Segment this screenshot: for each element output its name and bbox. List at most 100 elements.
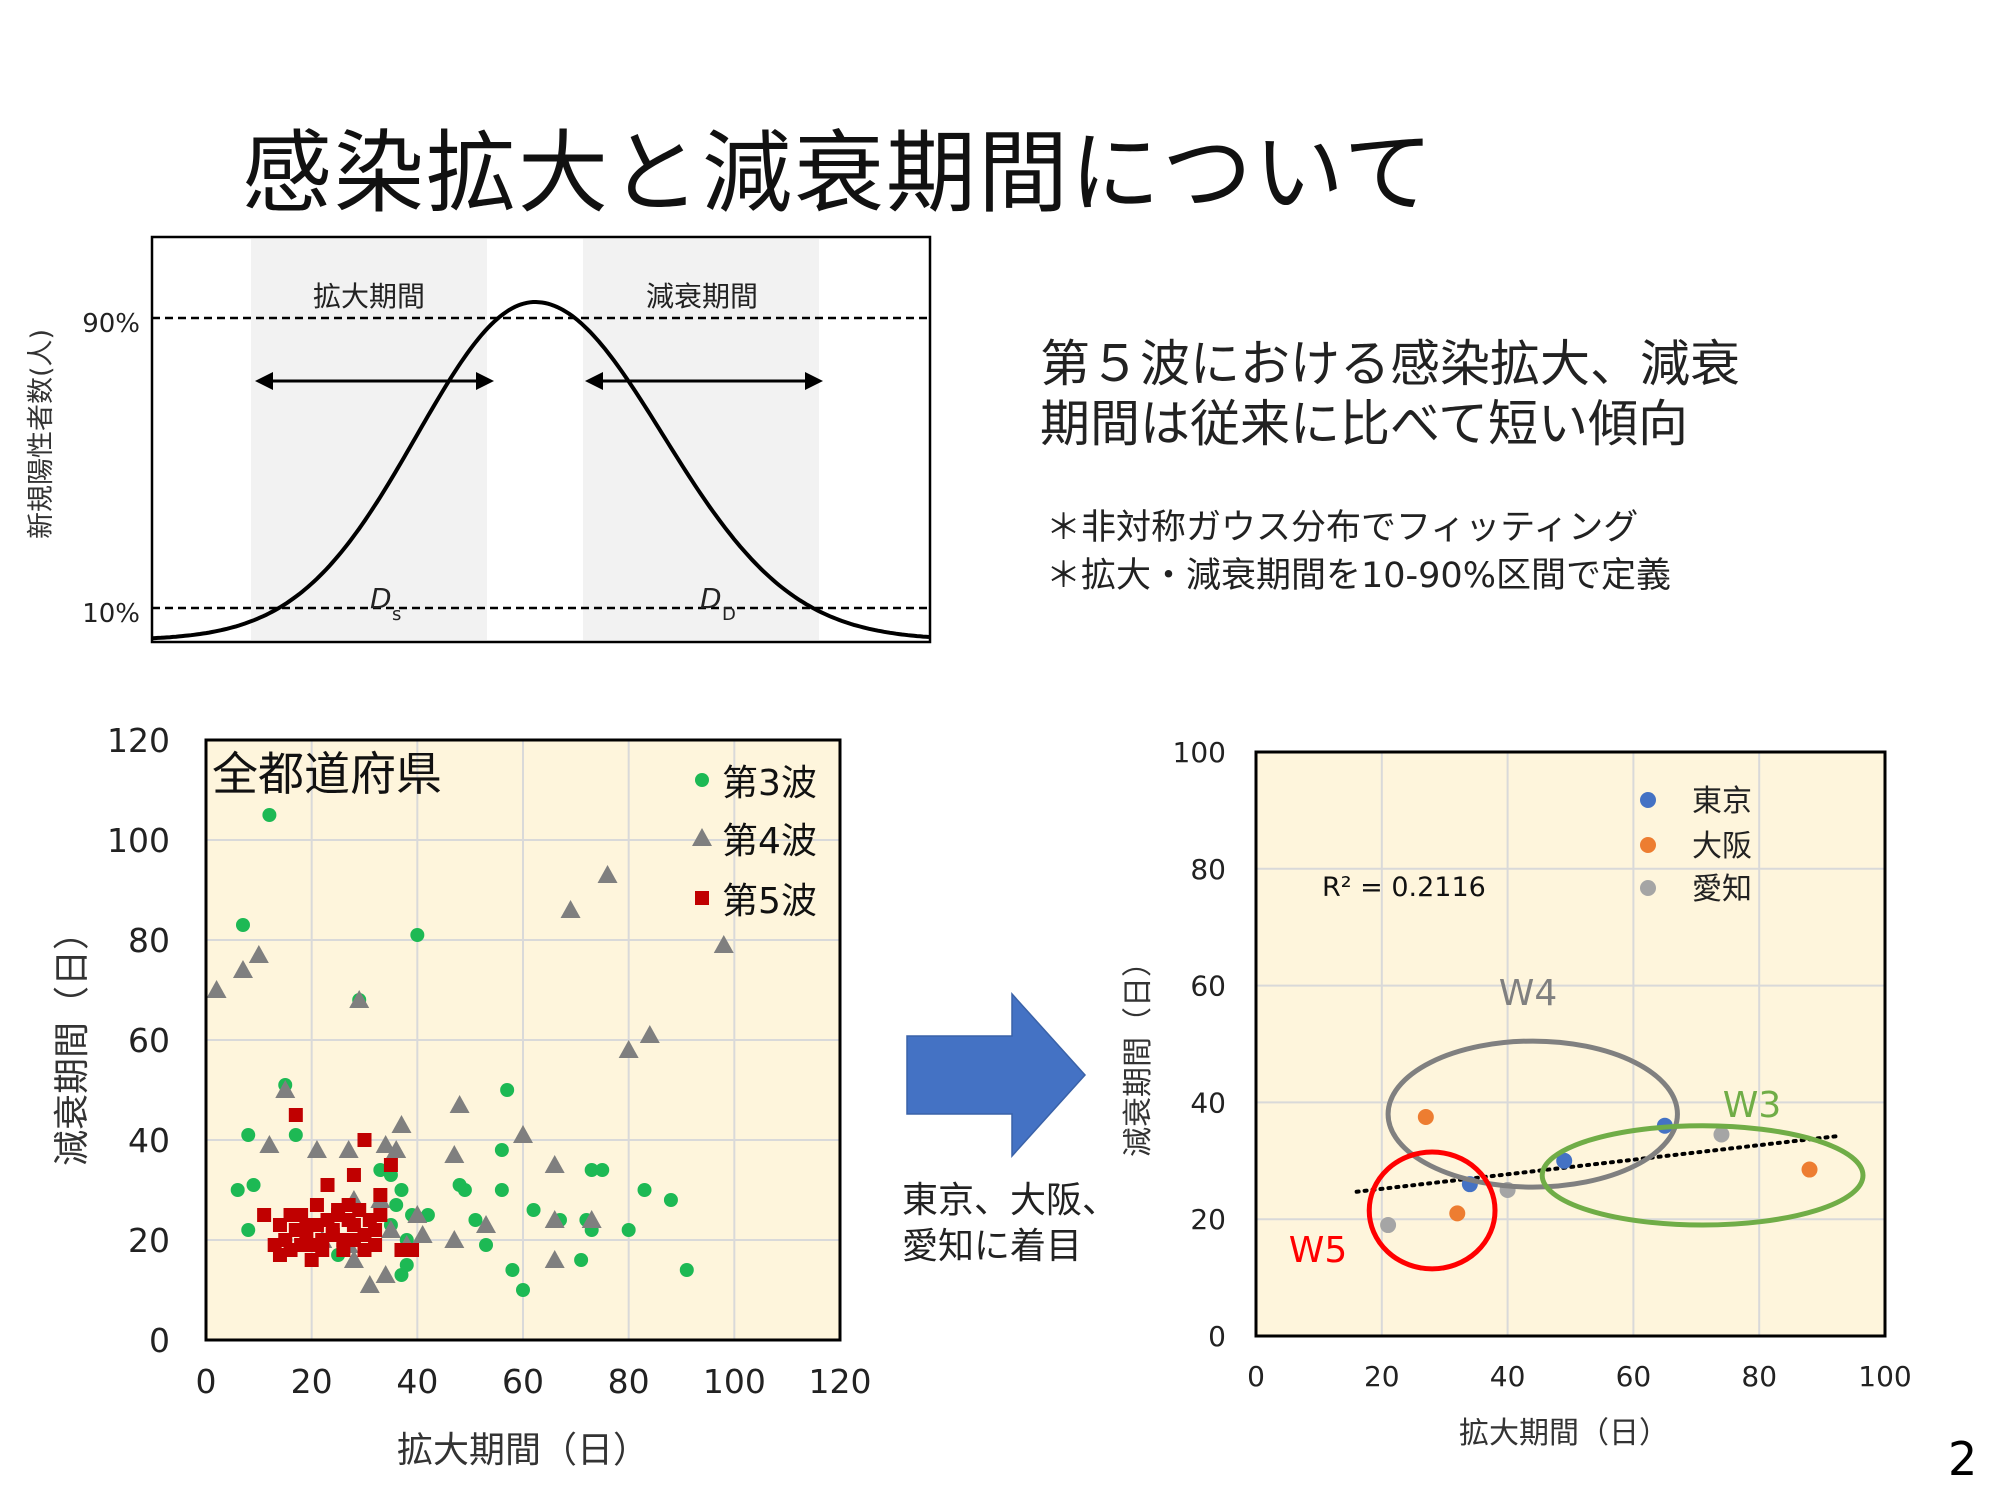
legend-label: 第5波 [722,881,817,922]
arrow-caption-line-2: 愛知に着目 [902,1226,1083,1267]
wave3-point [241,1128,256,1142]
wave3-point [389,1198,404,1212]
wave3-point [410,928,425,942]
wave4-point [343,1250,364,1268]
wave4-point [544,1210,565,1228]
wave3-point [516,1283,530,1297]
wave4-point [444,1230,465,1248]
wave4-point [232,960,253,978]
legend-marker-wave4 [692,828,712,846]
decay-arrow-left-head [585,372,603,390]
ds-subscript: s [392,604,401,625]
x-tick-label: 20 [1364,1360,1400,1393]
wave5-point [309,1198,324,1212]
wave3-point [663,1193,678,1207]
wave4-point [338,1140,359,1158]
all-prefectures-label: 全都道府県 [212,747,442,801]
decay-band-label: 減衰期間 [646,280,758,313]
wave4-point [375,1265,396,1283]
wave5-point [405,1243,420,1257]
ds-label: D [370,582,392,615]
wave4-point [513,1125,533,1143]
wave5-point [346,1233,361,1247]
y-axis-label: 新規陽性者数(人) [26,329,57,539]
y-tick-label: 40 [128,1121,170,1160]
aichi-point [1380,1217,1397,1234]
wave3-point [494,1143,509,1157]
y-tick-label: 20 [128,1221,170,1260]
right-arrow-shape [906,992,1087,1158]
tokyo-point [1556,1152,1573,1169]
plot-frame [204,738,842,1342]
x-tick-label: 80 [608,1362,650,1401]
wave3-point [500,1083,515,1097]
x-tick-label: 100 [1858,1360,1911,1393]
x-tick-label: 0 [1247,1360,1265,1393]
w4-label: W4 [1499,973,1558,1014]
wave4-point [544,1250,565,1268]
wave5-point [309,1218,324,1232]
expansion-arrow-right-head [476,372,494,390]
x-tick-label: 40 [396,1362,438,1401]
aichi-point [1713,1126,1730,1143]
y-tick-label: 60 [1190,970,1226,1003]
method-notes: ＊非対称ガウス分布でフィッティング ＊拡大・減衰期間を10-90%区間で定義 [1046,504,1671,600]
wave3-point [584,1163,599,1177]
expansion-band-label: 拡大期間 [313,280,425,313]
wave5-point [368,1238,383,1252]
x-tick-label: 60 [1616,1360,1652,1393]
osaka-point [1417,1109,1434,1125]
wave5-point [315,1233,330,1247]
y-tick-label: 100 [107,821,170,860]
wave3-point [494,1183,509,1197]
wave4-point [618,1040,639,1058]
y-tick-label: 0 [1208,1320,1226,1353]
arrow-caption: 東京、大阪、 愛知に着目 [902,1178,1118,1270]
wave4-point [544,1155,565,1173]
r-squared-label: R² = 0.2116 [1322,872,1486,903]
x-tick-label: 60 [502,1362,544,1401]
wave5-point [394,1243,409,1257]
gaussian-curve [151,300,930,641]
wave5-point [272,1218,287,1232]
x-tick-label: 0 [196,1362,217,1401]
wave5-point [341,1213,356,1227]
headline: 第５波における感染拡大、減衰 期間は従来に比べて短い傾向 [1040,334,1740,454]
note-line-1: ＊非対称ガウス分布でフィッティング [1046,508,1639,548]
x-axis-label: 拡大期間（日） [1459,1416,1669,1451]
page-number: 2 [1948,1432,1978,1486]
wave4-point [259,1135,280,1153]
legend-marker-osaka [1640,837,1656,853]
wave5-point [267,1238,282,1252]
y-tick-label: 120 [107,721,170,760]
wave4-point [306,1140,327,1158]
legend-marker-wave3 [695,773,709,787]
wave4-point [375,1135,396,1153]
wave3-point [526,1203,541,1217]
wave4-point [597,865,618,883]
wave4-point [713,935,734,953]
wave4-point [391,1115,412,1133]
wave3-point [457,1183,472,1197]
y-tick-label: 80 [128,921,170,960]
wave4-point [639,1025,660,1043]
wave5-point [257,1208,272,1222]
x-tick-label: 80 [1741,1360,1777,1393]
arrow-caption-line-1: 東京、大阪、 [902,1180,1119,1221]
y-tick-label: 0 [149,1321,170,1360]
legend-label: 愛知 [1692,872,1752,907]
legend-label: 大阪 [1692,829,1752,864]
w5-ellipse [1366,1149,1498,1272]
x-tick-label: 40 [1490,1360,1526,1393]
wave4-point [476,1215,497,1233]
y-tick-label: 40 [1190,1086,1226,1119]
wave5-point [294,1238,309,1252]
legend-label: 第3波 [722,763,817,804]
wave5-point [299,1218,314,1232]
headline-line-2: 期間は従来に比べて短い傾向 [1040,395,1688,453]
wave5-point [304,1238,319,1252]
wave3-point [574,1253,589,1267]
